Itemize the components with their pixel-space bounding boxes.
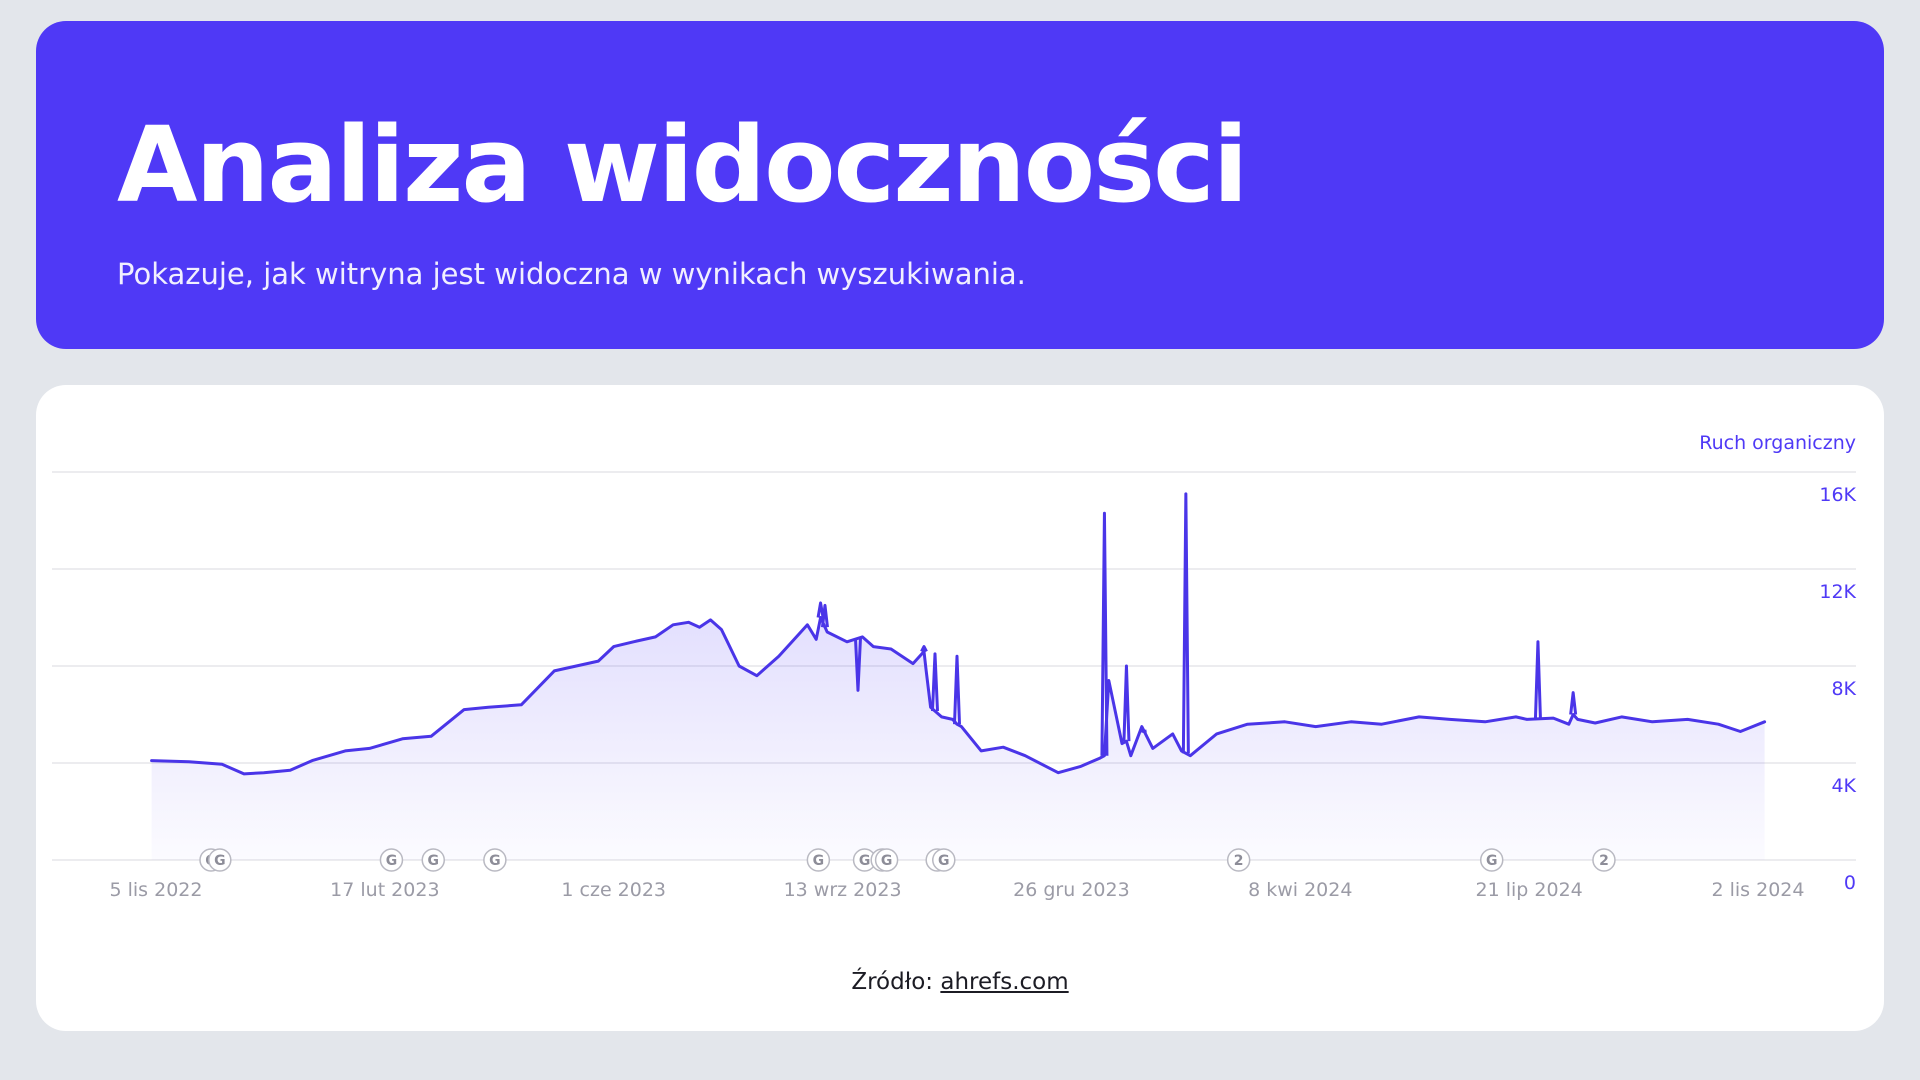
series-spike: [920, 645, 928, 653]
event-marker-label: G: [386, 853, 398, 869]
series-line: [150, 616, 1767, 776]
series-spike: [820, 603, 829, 628]
event-marker-label: G: [1486, 853, 1498, 869]
series-area: [151, 617, 1765, 860]
x-tick-label: 21 lip 2024: [1476, 879, 1583, 901]
x-tick-label: 13 wrz 2023: [784, 879, 902, 901]
event-marker-label: G: [428, 853, 440, 869]
source-link[interactable]: ahrefs.com: [940, 969, 1069, 995]
series-spike: [816, 601, 825, 618]
event-marker-label: G: [813, 853, 825, 869]
series-spike: [853, 638, 862, 692]
y-tick-label: 8K: [1831, 678, 1856, 700]
page-subtitle: Pokazuje, jak witryna jest widoczna w wy…: [117, 257, 1026, 291]
y-tick-label: 16K: [1819, 484, 1856, 506]
x-tick-label: 5 lis 2022: [110, 879, 203, 901]
chart-card: 0 4K 8K 12K 16K Ruch organiczny 5 lis 2022 17 l…: [36, 385, 1884, 1031]
x-tick-label: 2 lis 2024: [1712, 879, 1805, 901]
series-spike: [1569, 691, 1578, 715]
x-tick-label: 26 gru 2023: [1013, 879, 1130, 901]
organic-traffic-chart: 0 4K 8K 12K 16K Ruch organiczny 5 lis 2022 17 l…: [52, 432, 1857, 901]
google-update-icon: [421, 848, 446, 872]
event-marker-label: G: [489, 853, 501, 869]
event-marker-label: G: [938, 853, 950, 869]
y-tick-label: 0: [1844, 872, 1856, 894]
event-marker-label: G: [881, 853, 893, 869]
google-update-icon: [806, 848, 831, 872]
source-note: Źródło: ahrefs.com: [36, 969, 1884, 995]
google-update-icon: [208, 848, 232, 872]
event-marker-label: G: [859, 853, 871, 869]
x-tick-label: 17 lut 2023: [330, 879, 439, 901]
series-spike: [953, 654, 961, 725]
series-spike: [1122, 664, 1131, 742]
google-update-icon: [1479, 848, 1504, 872]
google-update-icon: [932, 848, 956, 872]
event-marker-label: 2: [1234, 853, 1244, 869]
y-tick-label: 4K: [1831, 775, 1856, 797]
series-spike: [1533, 640, 1542, 719]
x-tick-label: 1 cze 2023: [561, 879, 666, 901]
series-spike: [930, 652, 939, 712]
y-axis-title: Ruch organiczny: [1699, 432, 1856, 454]
google-update-icon: [483, 848, 507, 872]
series-spike: [1181, 492, 1190, 754]
page-title: Analiza widoczności: [117, 104, 1248, 226]
x-tick-label: 8 kwi 2024: [1248, 879, 1352, 901]
google-update-icon: [379, 848, 404, 872]
event-marker-label: G: [214, 853, 226, 869]
event-marker-label: 2: [1599, 853, 1609, 869]
google-update-icon: [874, 848, 899, 872]
header-banner: Analiza widoczności Pokazuje, jak witryn…: [36, 21, 1884, 349]
series-spike: [1100, 511, 1109, 756]
source-label: Źródło:: [851, 969, 934, 995]
multiple-updates-icon: [1226, 848, 1251, 872]
y-tick-label: 12K: [1819, 581, 1856, 603]
multiple-updates-icon: [1592, 848, 1616, 872]
